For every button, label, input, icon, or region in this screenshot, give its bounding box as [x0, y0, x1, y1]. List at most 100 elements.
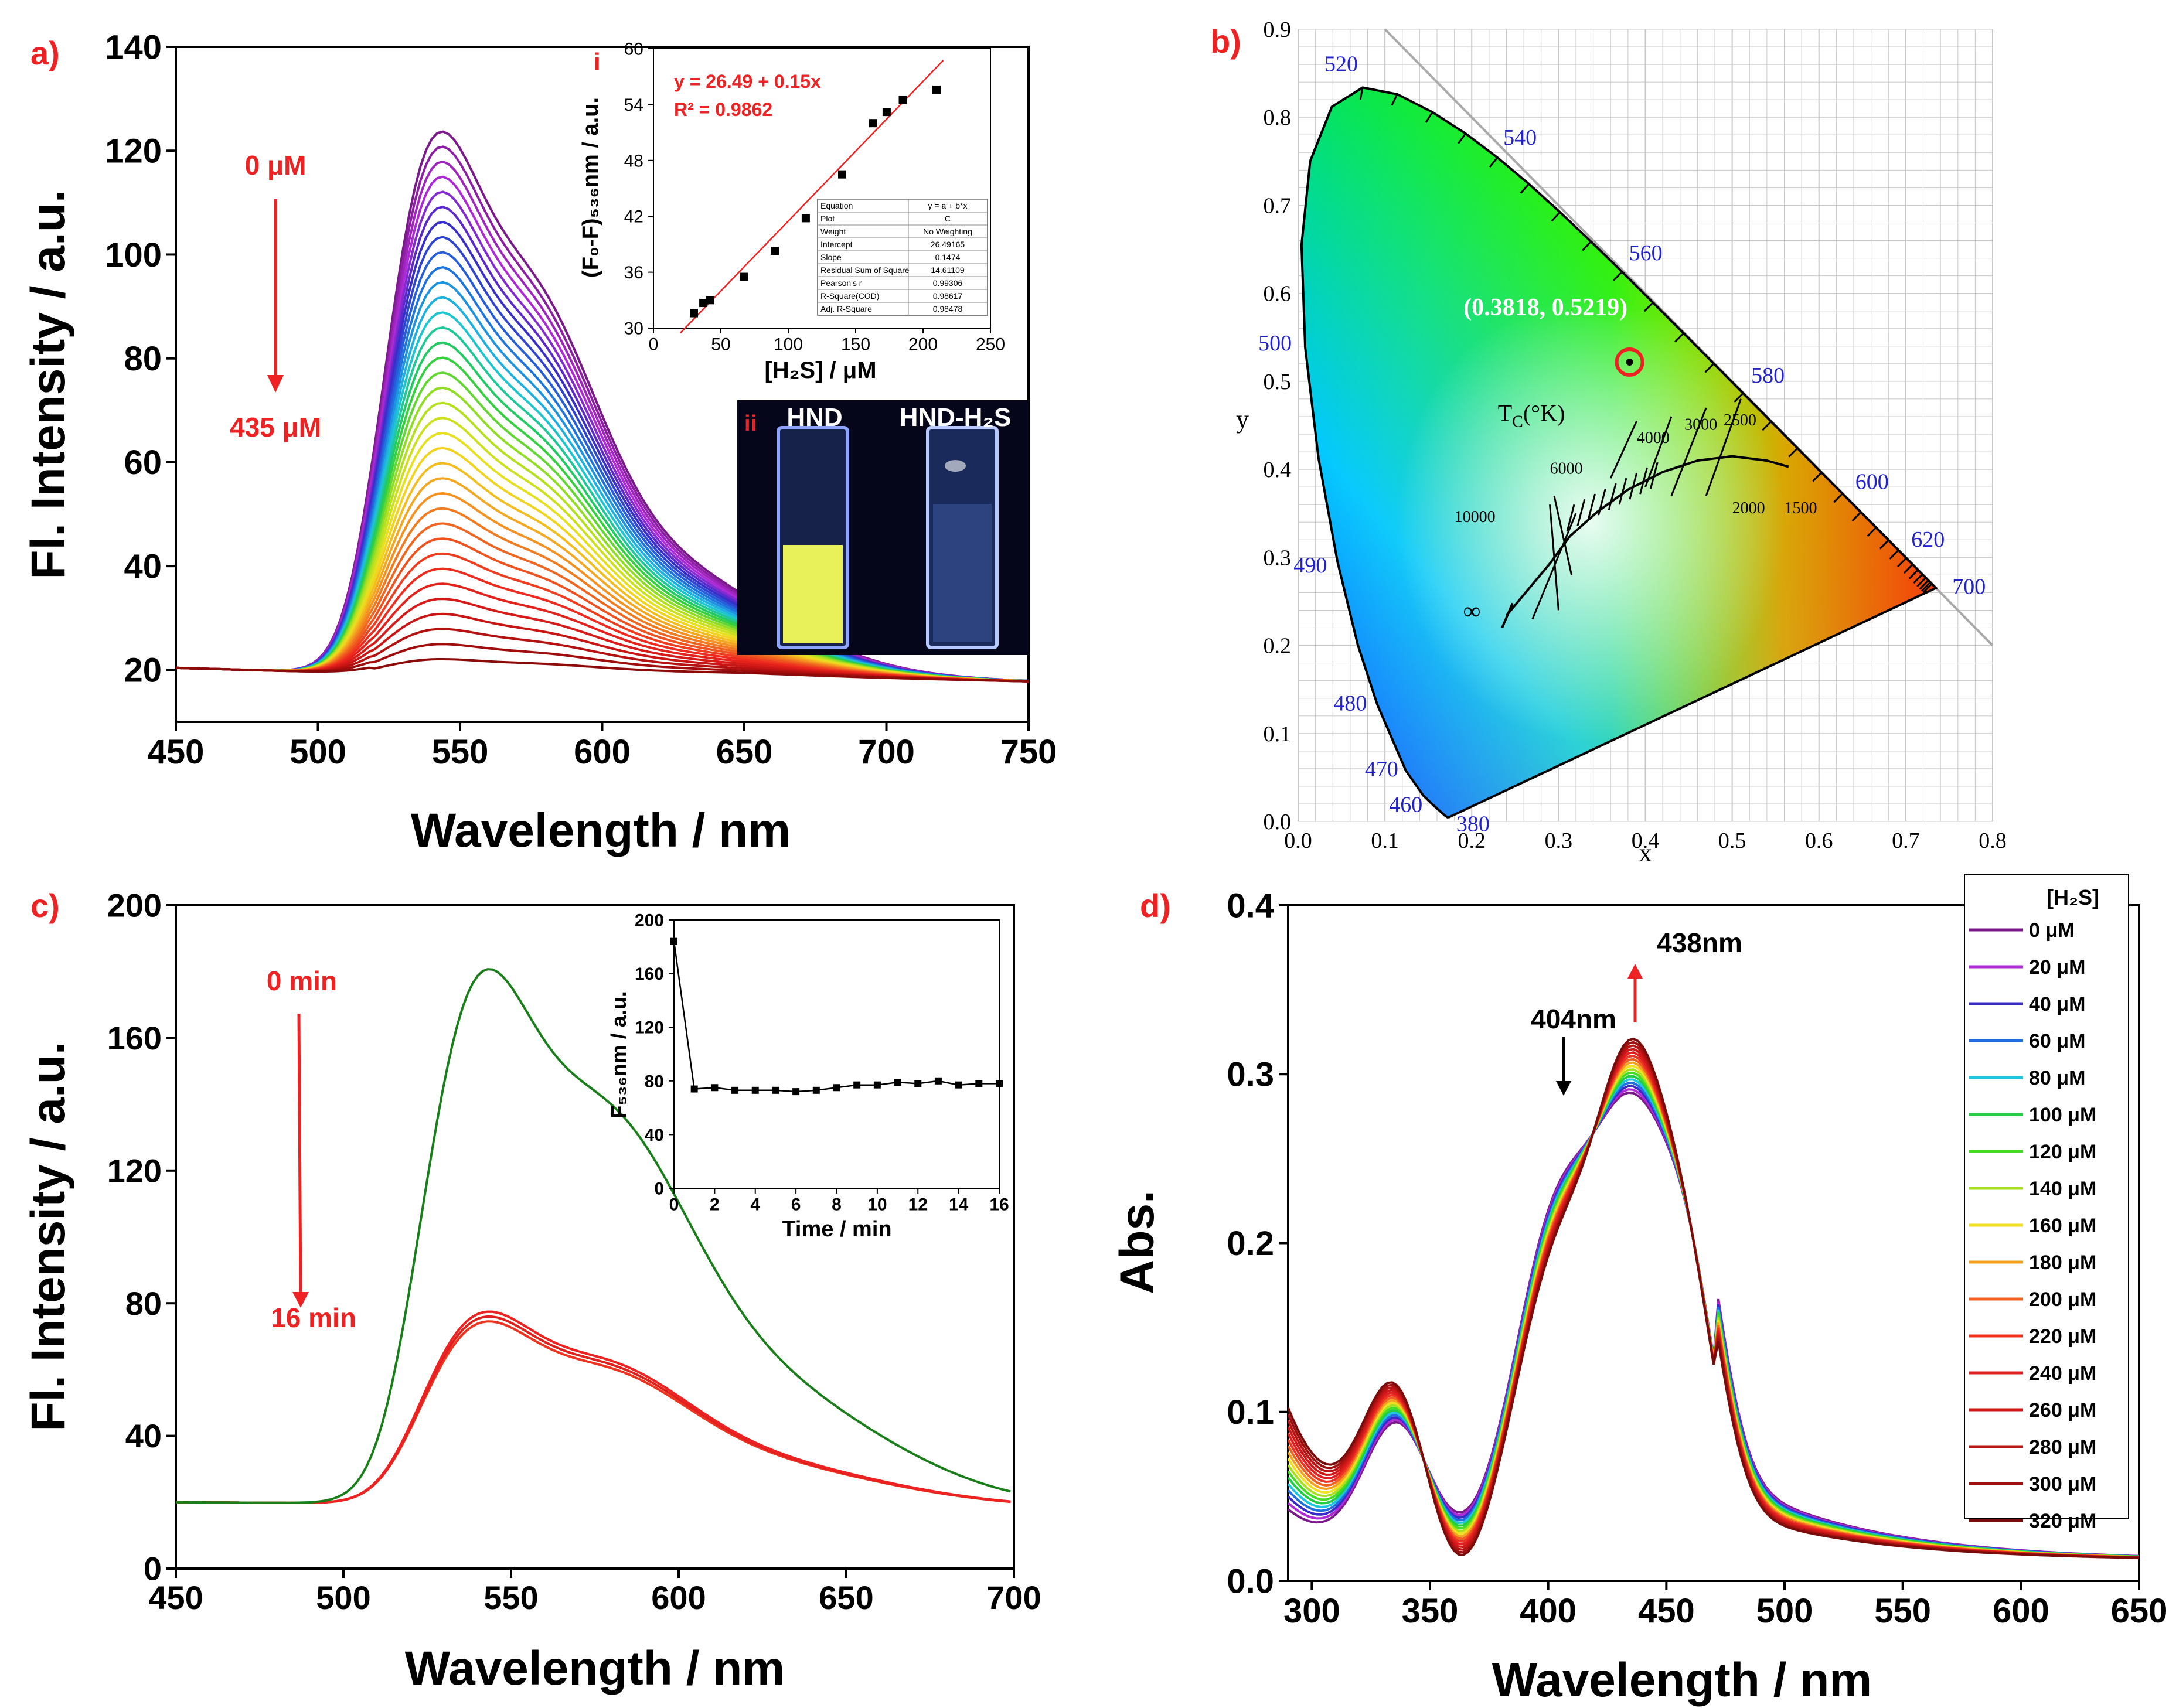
a-inset-i-table-value: 0.1474 — [935, 253, 961, 262]
c-inset-x-tick-label: 4 — [750, 1195, 760, 1215]
b-planckian-minor-tick — [1576, 499, 1586, 526]
b-wavelength-label: 480 — [1333, 691, 1367, 716]
c-y-tick-label: 40 — [125, 1417, 162, 1454]
a-inset-ii-clear-solution — [933, 504, 992, 642]
d-legend-label: 220 μM — [2029, 1325, 2096, 1348]
b-locus-tick — [1734, 392, 1744, 403]
b-locus-tick — [1458, 132, 1466, 144]
a-inset-i-table-key: Residual Sum of Square — [820, 265, 910, 275]
c-inset-point — [955, 1081, 962, 1089]
d-legend-label: 320 μM — [2029, 1510, 2096, 1532]
b-panel-label: b) — [1210, 23, 1241, 60]
b-planckian-minor-tick — [1618, 478, 1627, 505]
c-spectrum-line-after — [175, 1310, 1011, 1504]
c-inset-x-tick-label: 12 — [908, 1195, 928, 1215]
c-inset-y-tick-label: 0 — [654, 1179, 664, 1199]
a-inset-ii-photo — [737, 400, 1029, 655]
c-y-tick-label: 120 — [107, 1152, 162, 1189]
a-y-tick-label: 80 — [124, 340, 162, 378]
d-legend-frame — [1964, 874, 2129, 1519]
c-inset-point — [711, 1084, 719, 1092]
a-inset-i-table-key: Pearson's r — [820, 278, 862, 288]
d-legend-label: 180 μM — [2029, 1252, 2096, 1274]
c-arrow-head — [292, 1292, 309, 1308]
b-wavelength-label: 490 — [1293, 553, 1327, 578]
c-inset-y-tick-label: 120 — [635, 1018, 664, 1038]
a-inset-i-y-tick-label: 42 — [624, 207, 643, 227]
panel-b-cie-diagram: 0.0 0.1 0.2 0.3 0.4 0.5 0.6 0.7 0.8 0.0 0.1 0.2 0.3 0… — [1210, 18, 2007, 861]
a-inset-i-table-value: 26.49165 — [931, 240, 965, 249]
b-locus-tick — [1916, 577, 1927, 587]
b-x-tick-label: 0.0 — [1284, 829, 1312, 853]
b-planckian-minor-tick — [1566, 504, 1575, 531]
b-planckian-locus — [1505, 455, 1789, 616]
c-inset-y-tick-label: 40 — [645, 1126, 664, 1145]
b-planckian-title-t: T — [1498, 400, 1512, 426]
b-wavelength-label: 580 — [1751, 363, 1785, 388]
c-inset-x-tick-label: 6 — [791, 1195, 801, 1215]
b-locus-tick — [1489, 156, 1499, 168]
a-series-group — [176, 130, 1029, 683]
b-locus-tick — [1551, 211, 1561, 222]
d-arrow-404-head — [1556, 1081, 1571, 1096]
c-y-tick-label: 80 — [125, 1285, 162, 1322]
b-wavelength-label: 520 — [1324, 52, 1358, 76]
c-spectrum-line-after — [175, 1315, 1011, 1504]
b-planckian-end-cap — [1501, 602, 1514, 629]
c-inset-point — [670, 937, 677, 945]
d-legend-label: 240 μM — [2029, 1362, 2096, 1385]
b-locus-tick — [1359, 87, 1364, 100]
b-cct-label: 1500 — [1785, 499, 1817, 517]
d-legend-title: [H₂S] — [2047, 885, 2099, 909]
b-locus-tick — [1520, 183, 1530, 194]
a-inset-ii-left-text: HND — [786, 403, 842, 432]
c-inset-y-tick-label: 200 — [635, 911, 664, 930]
a-inset-i-table-value: 0.99306 — [933, 278, 963, 288]
c-spectrum-line-after — [175, 1320, 1011, 1504]
c-inset-y-label: F₅₃₆nm / a.u. — [607, 991, 631, 1119]
b-wavelength-label: 600 — [1855, 469, 1889, 494]
d-y-tick-label: 0.1 — [1227, 1393, 1274, 1431]
a-inset-i-r2: R² = 0.9862 — [674, 99, 772, 120]
d-y-axis-label: Abs. — [1111, 1190, 1164, 1294]
d-y-tick-label: 0.3 — [1227, 1056, 1274, 1094]
d-y-tick-label: 0.4 — [1227, 887, 1274, 925]
d-legend-label: 140 μM — [2029, 1178, 2096, 1200]
d-annotation-438: 438nm — [1657, 928, 1742, 958]
a-inset-i-point — [801, 214, 810, 223]
a-inset-ii-yellow-solution — [783, 545, 843, 643]
a-inset-i-x-tick-label: 150 — [841, 335, 870, 354]
b-x-tick-label: 0.1 — [1371, 829, 1399, 853]
c-inset-point — [812, 1086, 820, 1094]
b-cct-label: 4000 — [1637, 429, 1670, 447]
a-x-tick-label: 600 — [574, 733, 631, 771]
b-spectral-locus — [1300, 86, 1938, 819]
a-x-tick-label: 700 — [858, 733, 915, 771]
panel-d-chart: 300 350 400 450 500 550 600 650 0.0 0.1 0.2 0.3 0.4 d… — [1111, 874, 2167, 1707]
b-locus-tick — [1674, 332, 1684, 343]
d-legend-label: 60 μM — [2029, 1030, 2085, 1052]
d-spectrum-line — [1288, 1037, 2139, 1559]
a-inset-i-point — [771, 247, 779, 255]
d-legend-label: 20 μM — [2029, 956, 2085, 979]
a-inset-i-table-key: Slope — [820, 253, 842, 262]
d-legend-label: 300 μM — [2029, 1473, 2096, 1495]
d-legend-label: 200 μM — [2029, 1288, 2096, 1311]
d-x-tick-label: 350 — [1402, 1592, 1459, 1630]
b-locus-tick — [1903, 564, 1913, 574]
d-legend-label: 40 μM — [2029, 993, 2085, 1015]
a-arrow-head — [267, 375, 284, 393]
b-planckian-minor-tick — [1598, 488, 1606, 516]
b-isotherm-line — [1549, 504, 1559, 611]
b-cct-label: 3000 — [1684, 416, 1717, 434]
b-locus-tick — [1897, 557, 1907, 568]
b-planckian-title: TC(°K) — [1498, 400, 1565, 431]
c-x-tick-label: 700 — [986, 1579, 1041, 1616]
b-planckian-minor-tick — [1587, 493, 1596, 521]
a-y-axis-label: Fl. Intensity / a.u. — [22, 189, 75, 579]
b-y-tick-label: 0.4 — [1264, 458, 1292, 482]
b-wavelength-label: 470 — [1365, 757, 1398, 782]
d-axes: 300 350 400 450 500 550 600 650 0.0 0.1 0.2 0.3 0.4 — [1227, 887, 2167, 1630]
c-inset-point — [934, 1077, 942, 1085]
